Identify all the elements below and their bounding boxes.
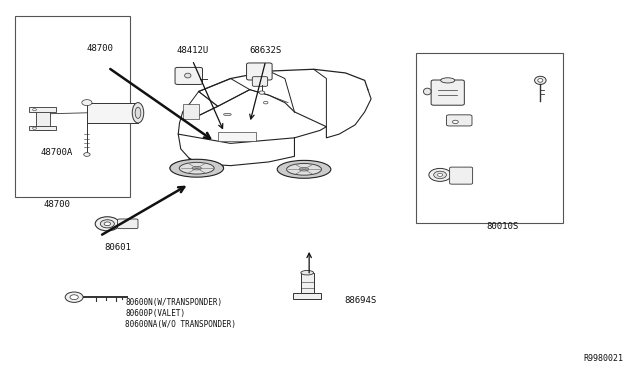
Ellipse shape: [170, 159, 223, 177]
Ellipse shape: [277, 160, 331, 178]
Ellipse shape: [434, 171, 447, 179]
Ellipse shape: [100, 220, 115, 228]
FancyBboxPatch shape: [252, 77, 268, 86]
Bar: [293, 293, 321, 299]
Ellipse shape: [33, 109, 36, 111]
FancyBboxPatch shape: [175, 67, 202, 84]
Text: 48700: 48700: [86, 44, 113, 53]
FancyBboxPatch shape: [447, 115, 472, 126]
Ellipse shape: [452, 120, 458, 124]
Ellipse shape: [301, 270, 314, 275]
Ellipse shape: [287, 163, 321, 175]
FancyBboxPatch shape: [246, 63, 272, 80]
Text: 80601: 80601: [104, 243, 131, 251]
Ellipse shape: [184, 73, 191, 78]
Ellipse shape: [192, 167, 202, 170]
Ellipse shape: [104, 222, 111, 226]
Text: 80600NA(W/O TRANSPONDER): 80600NA(W/O TRANSPONDER): [125, 321, 236, 330]
Text: 80010S: 80010S: [486, 222, 518, 231]
FancyBboxPatch shape: [450, 167, 472, 184]
Bar: [29, 108, 56, 112]
Ellipse shape: [33, 127, 36, 129]
Ellipse shape: [179, 162, 214, 174]
Bar: [301, 273, 314, 293]
Bar: [15, 16, 130, 197]
Ellipse shape: [132, 103, 144, 123]
Bar: [29, 126, 56, 131]
Text: 48700A: 48700A: [41, 148, 73, 157]
FancyBboxPatch shape: [431, 80, 465, 105]
Ellipse shape: [65, 292, 83, 302]
Text: 48412U: 48412U: [176, 46, 209, 55]
Text: R9980021: R9980021: [583, 354, 623, 363]
Ellipse shape: [259, 91, 265, 94]
Text: 80600P(VALET): 80600P(VALET): [125, 310, 186, 318]
Bar: [182, 105, 198, 119]
Ellipse shape: [95, 217, 120, 231]
FancyBboxPatch shape: [118, 219, 138, 229]
Ellipse shape: [82, 100, 92, 106]
Text: 88694S: 88694S: [344, 296, 376, 305]
Ellipse shape: [534, 76, 546, 84]
Ellipse shape: [538, 78, 543, 82]
Bar: [416, 52, 563, 223]
Ellipse shape: [70, 295, 78, 299]
Ellipse shape: [424, 88, 431, 95]
Ellipse shape: [438, 173, 443, 176]
Ellipse shape: [223, 113, 231, 116]
Ellipse shape: [264, 101, 268, 104]
Bar: [218, 132, 256, 141]
Text: 48700: 48700: [44, 200, 70, 209]
Bar: [87, 103, 138, 123]
Ellipse shape: [429, 169, 451, 182]
Ellipse shape: [84, 153, 90, 156]
Text: 80600N(W/TRANSPONDER): 80600N(W/TRANSPONDER): [125, 298, 222, 307]
Ellipse shape: [441, 78, 455, 83]
Ellipse shape: [300, 168, 308, 171]
Ellipse shape: [135, 107, 141, 118]
Bar: [36, 108, 50, 131]
Text: 68632S: 68632S: [250, 46, 282, 55]
